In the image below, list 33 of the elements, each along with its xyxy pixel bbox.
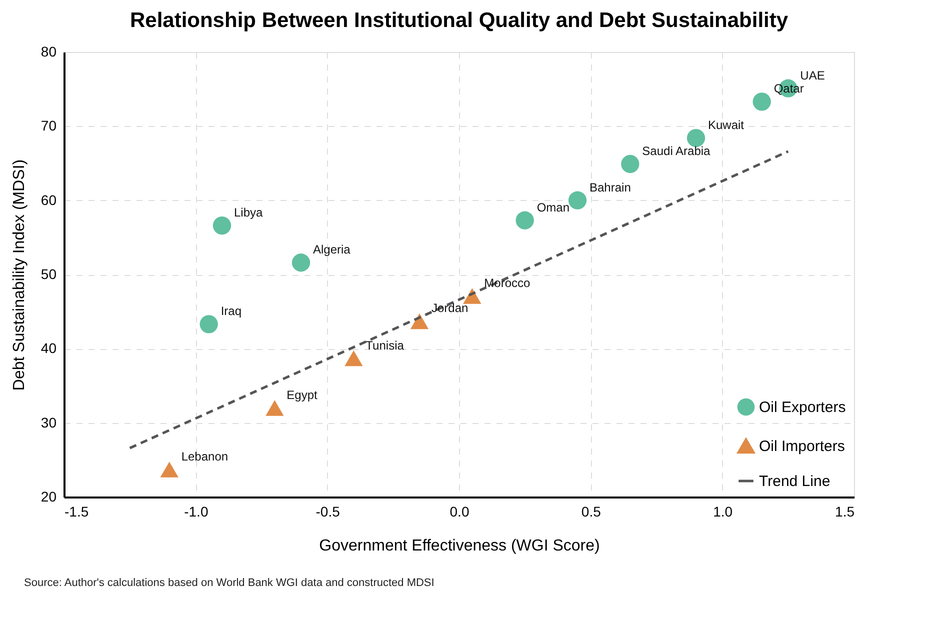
x-tick-label: -1.5 (64, 504, 89, 520)
y-tick-label: 50 (40, 266, 57, 282)
annotation: Jordan (432, 301, 468, 316)
legend-label: Oil Exporters (759, 399, 846, 416)
annotation: Saudi Arabia (642, 144, 711, 158)
annotation: Oman (536, 200, 570, 214)
source-note: Source: Author's calculations based on World Bank WGI data and constructed MDSI (24, 577, 434, 589)
y-tick-label: 60 (40, 192, 57, 208)
legend-label: Oil Importers (759, 438, 845, 455)
annotation: Egypt (286, 388, 318, 402)
x-tick-label: 0.0 (450, 504, 470, 520)
annotation: Kuwait (708, 118, 745, 132)
x-tick-label: 1.0 (713, 504, 733, 520)
x-axis-title: Government Effectiveness (WGI Score) (319, 538, 600, 554)
y-tick-label: 70 (40, 118, 57, 134)
annotation: Tunisia (366, 338, 404, 352)
x-tick-label: 0.5 (581, 504, 602, 520)
annotation: Lebanon (181, 450, 228, 464)
y-tick-label: 80 (40, 44, 57, 60)
x-tick-label: -0.5 (316, 504, 340, 520)
legend-label: Trend Line (759, 473, 830, 490)
annotation: UAE (800, 68, 825, 82)
y-tick-label: 30 (40, 414, 57, 430)
annotation: Libya (234, 206, 264, 220)
y-tick-label: 20 (40, 488, 57, 504)
annotation: Iraq (220, 304, 242, 318)
chart-title: Relationship Between Institutional Quality and Debt Sustainability (130, 9, 788, 32)
y-axis-title: Debt Sustainability Index (MDSI) (10, 159, 28, 391)
x-tick-label: 1.5 (835, 504, 855, 520)
annotation: Bahrain (590, 180, 631, 194)
y-tick-label: 40 (40, 340, 57, 356)
annotation: Algeria (313, 242, 351, 257)
x-tick-label: -1.0 (184, 504, 208, 520)
